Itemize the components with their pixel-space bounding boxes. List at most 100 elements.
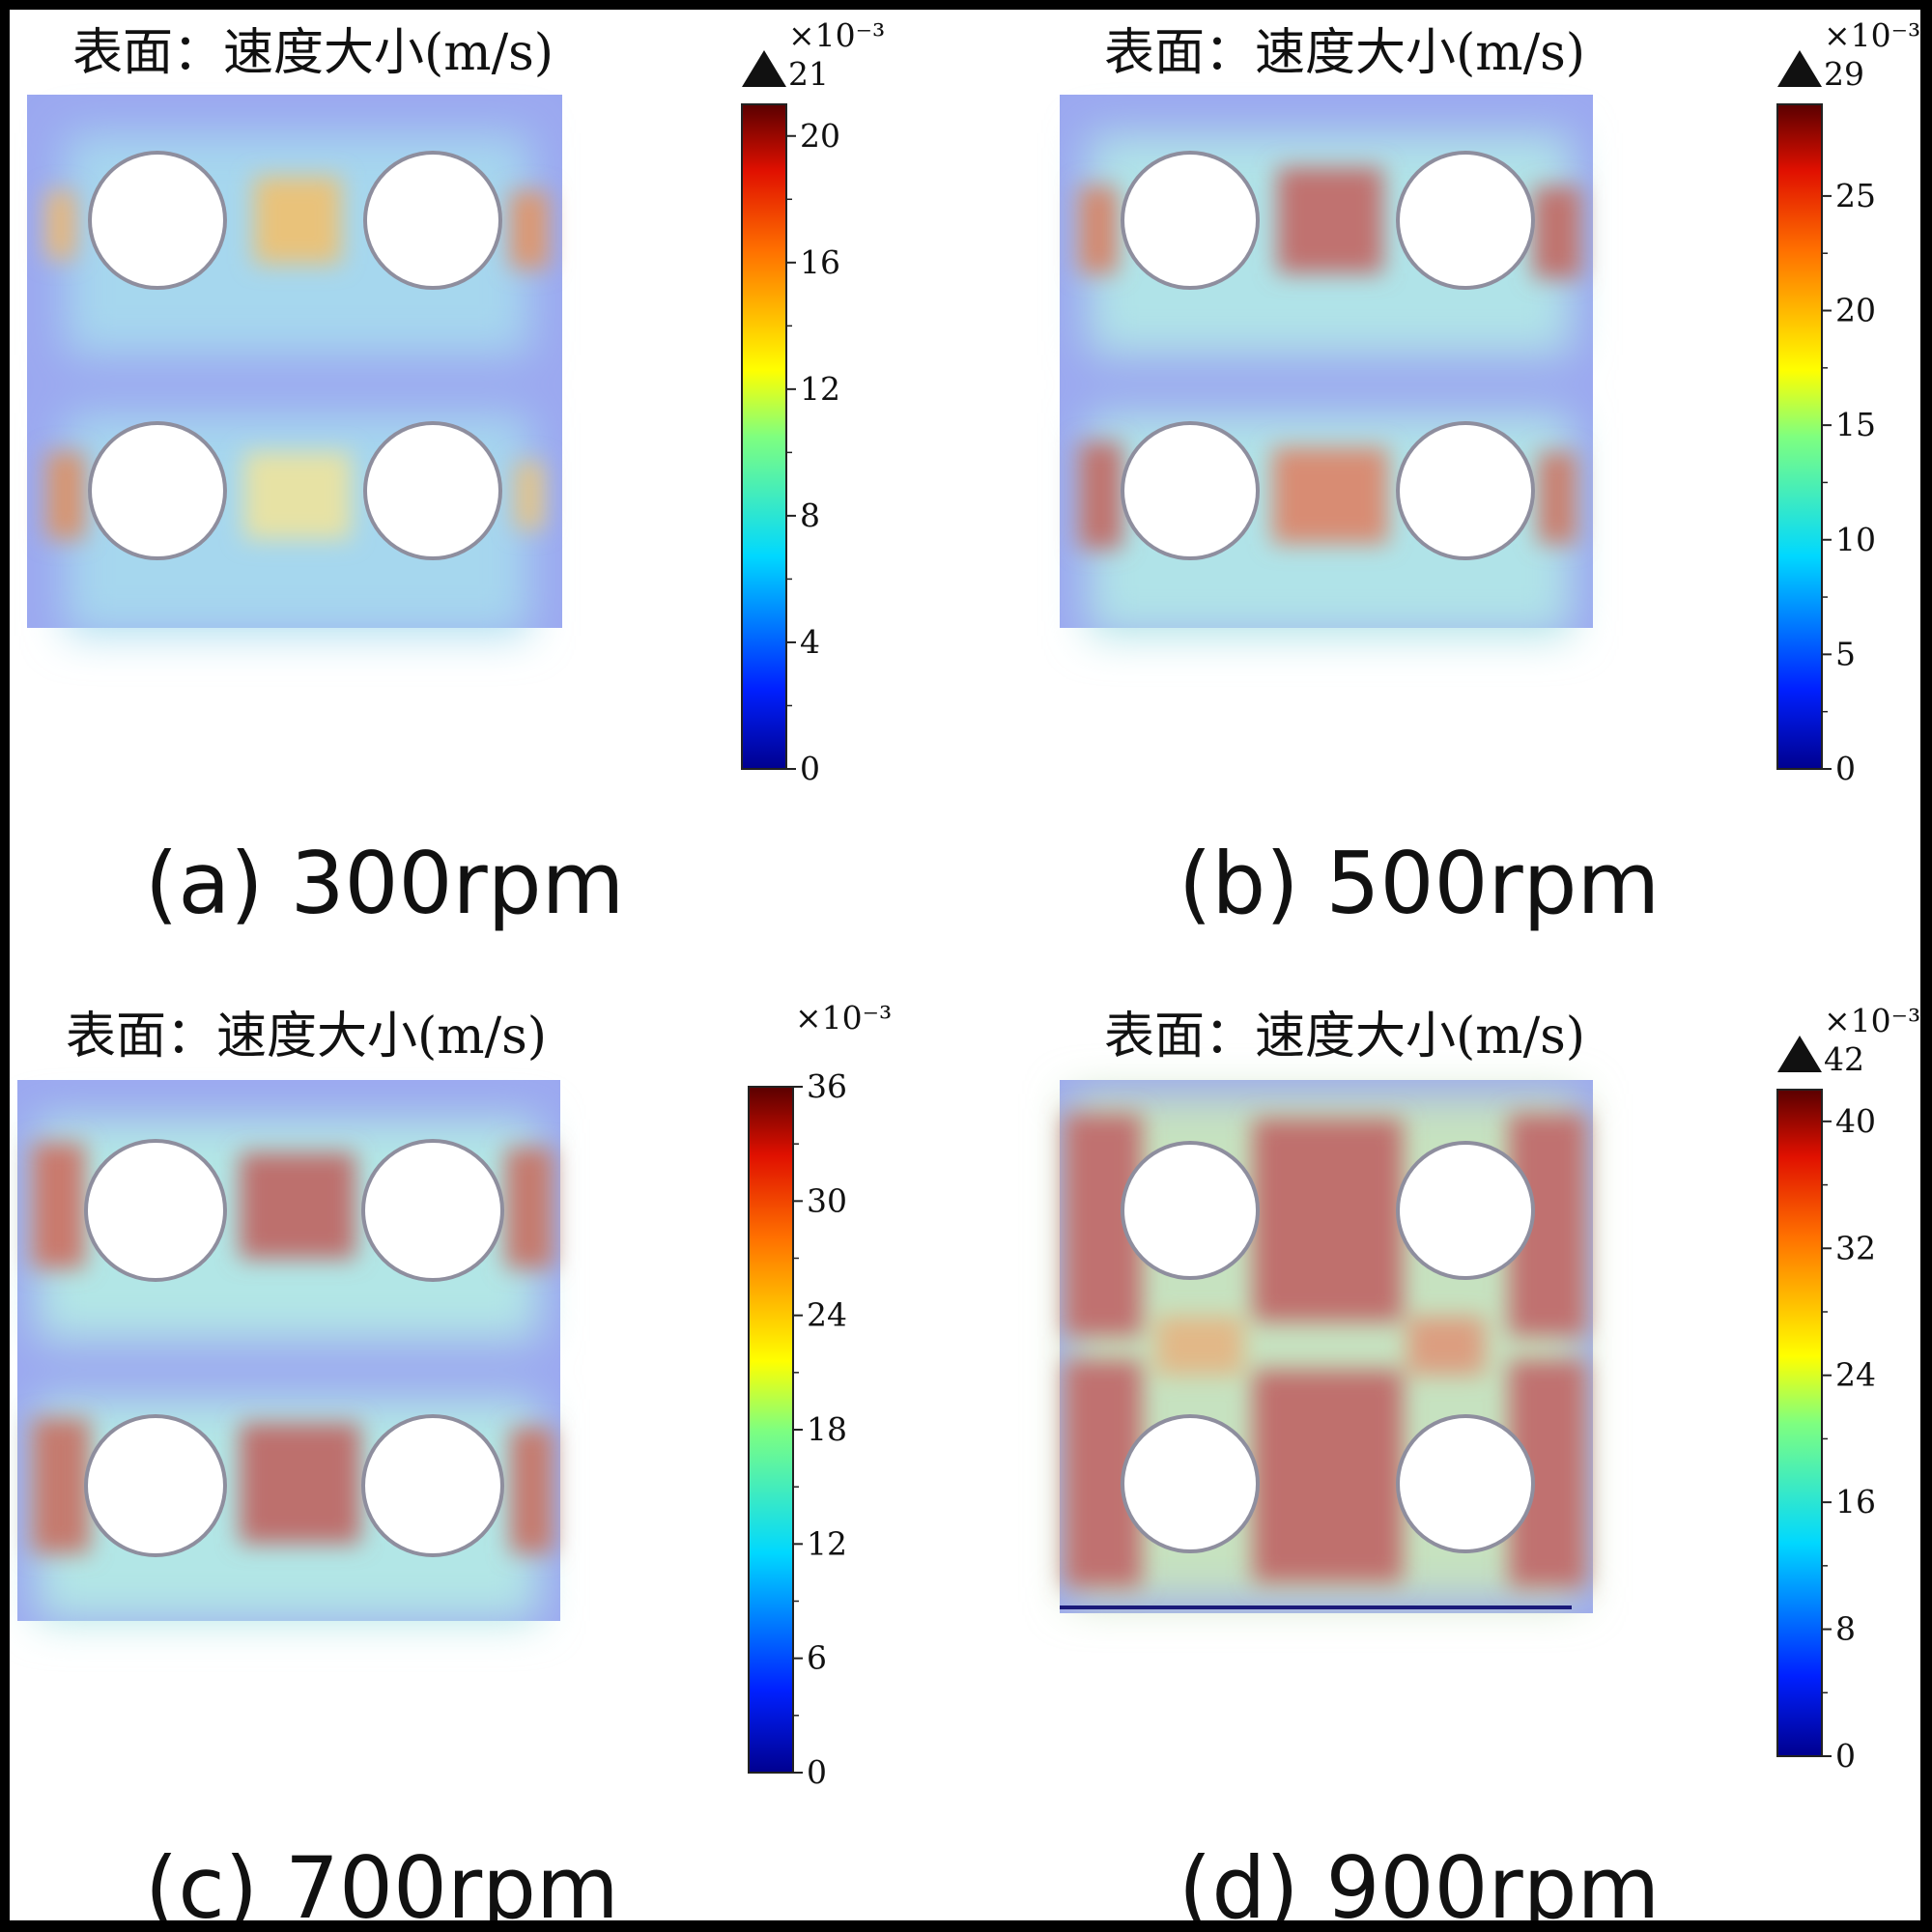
colorbar-tick-label: 0 <box>1835 1737 1856 1775</box>
hot-bottom-right <box>515 462 544 529</box>
hot-bottom-right <box>510 1428 554 1553</box>
panel-c-title: 表面：速度大小(m/s) <box>66 1008 547 1065</box>
panel-b-caption: (b) 500rpm <box>1179 834 1660 933</box>
colorbar-tick-label: 16 <box>1835 1483 1876 1520</box>
colorbar-tick-label: 8 <box>800 497 820 534</box>
pillar-bottom-left <box>1121 421 1260 560</box>
figure-frame: 表面：速度大小(m/s) <box>10 10 1920 1920</box>
colorbar-tick-label: 10 <box>1835 521 1876 558</box>
velocity-hot <box>46 177 549 539</box>
pillar-top-right <box>1396 1141 1535 1280</box>
panel-b-colorbar: 0 5 10 15 20 25 ×10⁻³29 <box>1776 16 1920 787</box>
colorbar-multiplier: ×10⁻³ <box>1824 16 1920 54</box>
colorbar-tick-label: 12 <box>807 1524 847 1562</box>
colorbar-tick-label: 15 <box>1835 406 1876 443</box>
hot-bottom-mid <box>244 452 351 539</box>
pillar-top-right <box>1396 151 1535 290</box>
panel-a: 表面：速度大小(m/s) <box>27 16 885 933</box>
pillar-top-right <box>363 151 502 290</box>
panel-a-field <box>27 95 562 636</box>
hot-top-left <box>32 1143 85 1268</box>
panel-a-title: 表面：速度大小(m/s) <box>72 24 554 82</box>
colorbar-max-label: 42 <box>1824 1040 1864 1078</box>
pillars <box>84 1139 504 1557</box>
colorbar-tick-label: 30 <box>807 1181 847 1219</box>
hot-top-left <box>1079 186 1118 273</box>
hot-bottom-mid <box>1253 1370 1403 1582</box>
colorbar-max-triangle <box>1777 1036 1822 1072</box>
hot-top-mid <box>240 1152 355 1259</box>
hot-center-right <box>1407 1317 1485 1375</box>
hot-bottom-left <box>1079 442 1122 549</box>
pillars <box>88 151 502 560</box>
panel-c-caption: (c) 700rpm <box>145 1838 619 1920</box>
hot-bottom-left <box>32 1418 90 1553</box>
pillar-top-left <box>1121 1141 1260 1280</box>
pillar-top-left <box>88 151 227 290</box>
colorbar-tick-label: 6 <box>807 1639 827 1677</box>
velocity-hot <box>1065 1114 1586 1587</box>
colorbar-tick-label: 0 <box>1835 750 1856 787</box>
field-bottom-line <box>1060 1605 1572 1609</box>
panel-b: 表面：速度大小(m/s) <box>1060 16 1920 933</box>
pillar-bottom-right <box>1396 421 1535 560</box>
colorbar-multiplier: ×10⁻³ <box>1824 1002 1920 1039</box>
pillar-bottom-right <box>363 421 502 560</box>
pillar-bottom-right <box>361 1414 504 1557</box>
hot-top-right <box>510 191 549 269</box>
colorbar-tick-label: 36 <box>807 1067 847 1105</box>
colorbar-tick-label: 0 <box>800 750 820 787</box>
pillar-bottom-left <box>1121 1414 1260 1553</box>
hot-top-mid <box>254 177 341 264</box>
colorbar-tick-label: 32 <box>1835 1229 1876 1266</box>
colorbar-tick-label: 24 <box>1835 1356 1876 1394</box>
panel-d: 表面：速度大小(m/s) <box>1060 1002 1920 1920</box>
colorbar-max-label: 29 <box>1824 55 1864 93</box>
panel-d-caption: (d) 900rpm <box>1179 1838 1660 1920</box>
colorbar-tick-label: 4 <box>800 623 820 661</box>
velocity-hot <box>32 1143 554 1553</box>
hot-top-mid <box>1277 167 1383 273</box>
hot-top-left <box>46 191 75 259</box>
colorbar-tick-label: 18 <box>807 1410 847 1448</box>
colorbar-max-triangle <box>742 50 786 87</box>
colorbar-tick-label: 5 <box>1835 635 1856 672</box>
colorbar-tick-label: 0 <box>807 1753 827 1791</box>
pillar-top-left <box>1121 151 1260 290</box>
hot-top-right <box>505 1148 554 1268</box>
panel-a-colorbar: 0 4 8 12 16 20 ×10⁻³21 <box>741 16 885 787</box>
hot-bottom-right <box>1538 452 1577 544</box>
pillar-top-right <box>361 1139 504 1282</box>
pillars <box>1121 1141 1535 1553</box>
hot-top-right <box>1533 186 1581 278</box>
colorbar-tick-label: 40 <box>1835 1102 1876 1140</box>
colorbar-tick-label: 20 <box>800 117 840 155</box>
colorbar-gradient <box>748 1086 794 1774</box>
colorbar-multiplier: ×10⁻³ <box>788 16 885 54</box>
colorbar-tick-label: 25 <box>1835 177 1876 214</box>
panel-b-title: 表面：速度大小(m/s) <box>1104 24 1585 82</box>
panel-d-colorbar: 0 8 16 24 32 40 ×10⁻³42 <box>1776 1002 1920 1775</box>
panel-a-caption: (a) 300rpm <box>145 834 624 933</box>
hot-top-mid <box>1253 1119 1403 1321</box>
hot-bottom-mid <box>240 1423 360 1544</box>
pillar-bottom-left <box>84 1414 227 1557</box>
pillar-top-left <box>84 1139 227 1282</box>
panel-b-field <box>1060 95 1593 636</box>
colorbar-tick-label: 24 <box>807 1296 847 1334</box>
pillar-bottom-right <box>1396 1414 1535 1553</box>
colorbar-max-label: 21 <box>788 55 829 93</box>
panel-c: 表面：速度大小(m/s) <box>17 999 892 1920</box>
hot-center-left <box>1156 1317 1243 1375</box>
colorbar-tick-label: 8 <box>1835 1610 1856 1648</box>
colorbar-gradient <box>1776 103 1823 770</box>
colorbar-tick-label: 12 <box>800 370 840 408</box>
panel-c-colorbar: 0 6 12 18 24 30 36 ×10⁻³ <box>748 999 892 1791</box>
panel-d-field <box>1060 1080 1593 1613</box>
figure-svg: 表面：速度大小(m/s) <box>17 16 1920 1920</box>
colorbar-tick-label: 16 <box>800 243 840 281</box>
colorbar-tick-label: 20 <box>1835 292 1876 329</box>
colorbar-max-triangle <box>1777 50 1822 87</box>
colorbar-multiplier: ×10⁻³ <box>795 999 892 1037</box>
